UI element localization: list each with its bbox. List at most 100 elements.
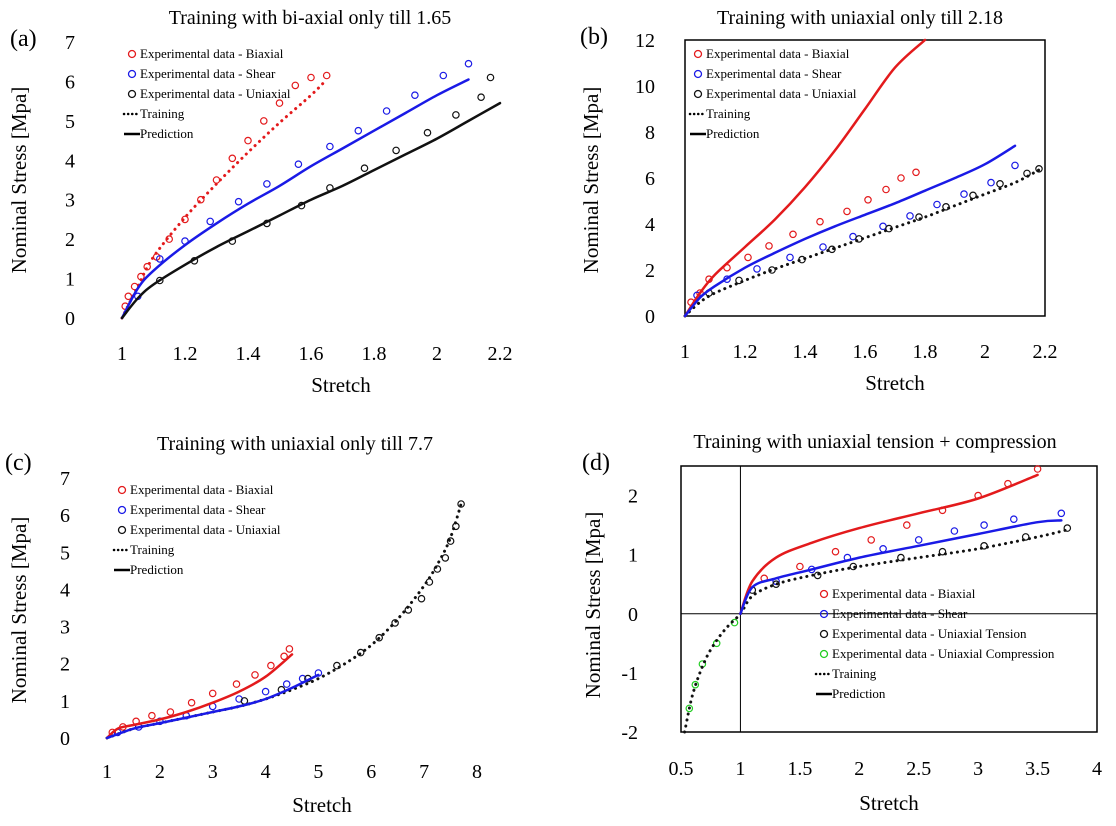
- legend-entry: Experimental data - Biaxial: [706, 46, 850, 61]
- y-tick-label: 3: [60, 617, 70, 639]
- data-point-marker: [464, 59, 473, 68]
- x-tick-label: 1.5: [787, 758, 812, 780]
- series-prediction: [120, 78, 470, 320]
- data-point-marker: [263, 180, 271, 188]
- series-experimental-data-shear: [693, 161, 1019, 300]
- y-tick-label: 10: [635, 76, 655, 98]
- plot-frame: [684, 39, 1046, 317]
- prediction-curve: [105, 673, 320, 740]
- chart-panel-d: (d) Training with uniaxial tension + comp…: [581, 431, 1102, 815]
- data-point-marker: [768, 266, 776, 274]
- data-point-marker: [828, 245, 836, 254]
- data-point-marker: [864, 196, 872, 204]
- panel-label: (d): [582, 450, 610, 476]
- series-experimental-data-uniaxial-tension: [748, 524, 1072, 594]
- data-point-marker: [382, 107, 391, 115]
- data-point-marker: [816, 217, 824, 226]
- legend-swatch-marker: [819, 629, 829, 639]
- data-point-marker: [294, 160, 303, 169]
- data-point-marker: [933, 200, 941, 209]
- legend-entry: Experimental data - Uniaxial: [130, 522, 281, 537]
- y-tick-label: 6: [65, 71, 75, 93]
- data-point-marker: [796, 562, 804, 571]
- data-point-marker: [1035, 165, 1043, 173]
- y-tick-label: 5: [65, 111, 75, 133]
- data-point-marker: [691, 680, 700, 689]
- legend-entry: Experimental data - Uniaxial Tension: [832, 626, 1027, 641]
- data-point-marker: [187, 698, 196, 707]
- data-point-marker: [685, 704, 694, 713]
- data-point-marker: [234, 197, 243, 206]
- data-point-marker: [744, 253, 752, 262]
- x-axis-label: Stretch: [865, 371, 925, 395]
- data-point-marker: [280, 652, 288, 661]
- data-point-marker: [197, 195, 205, 204]
- series-prediction: [105, 673, 320, 740]
- series-experimental-data-shear: [772, 509, 1066, 586]
- data-point-marker: [786, 253, 794, 262]
- data-point-marker: [477, 93, 485, 102]
- data-point-marker: [912, 168, 920, 177]
- x-tick-label: 0.5: [669, 758, 694, 780]
- x-tick-label: 1.6: [299, 343, 324, 365]
- y-tick-label: -1: [621, 663, 638, 685]
- data-point-marker: [867, 536, 876, 544]
- data-point-marker: [156, 255, 164, 263]
- data-point-marker: [1021, 533, 1030, 541]
- x-tick-label: 1: [735, 758, 745, 780]
- data-point-marker: [772, 580, 780, 589]
- x-tick-label: 8: [472, 761, 482, 783]
- x-tick-label: 3: [973, 758, 983, 780]
- data-point-marker: [486, 73, 495, 82]
- data-point-marker: [307, 73, 315, 82]
- y-tick-label: 2: [65, 229, 75, 251]
- y-tick-label: 3: [65, 190, 75, 212]
- x-tick-label: 2.2: [488, 343, 513, 365]
- chart-title: Training with uniaxial tension + compres…: [693, 431, 1056, 453]
- legend-swatch-marker: [117, 485, 127, 495]
- data-point-marker: [1009, 515, 1018, 524]
- x-axis-label: Stretch: [859, 791, 919, 815]
- y-tick-label: 4: [60, 579, 70, 601]
- legend: Experimental data - Biaxial Experimental …: [112, 482, 281, 577]
- prediction-curve: [739, 473, 1039, 616]
- data-point-marker: [259, 117, 268, 125]
- data-point-marker: [423, 128, 432, 137]
- data-point-marker: [275, 99, 284, 107]
- legend-entry: Prediction: [140, 126, 194, 141]
- data-point-marker: [244, 136, 252, 145]
- legend-entry: Training: [130, 542, 175, 557]
- data-point-marker: [457, 500, 465, 508]
- series-training: [120, 78, 329, 320]
- prediction-curve: [120, 101, 502, 320]
- legend-swatch-marker: [693, 49, 703, 59]
- x-tick-label: 2.5: [906, 758, 931, 780]
- legend-entry: Experimental data - Shear: [140, 66, 276, 81]
- legend-entry: Experimental data - Uniaxial Compression: [832, 646, 1055, 661]
- data-point-marker: [1033, 465, 1042, 473]
- series-training: [105, 502, 463, 740]
- data-point-marker: [914, 536, 923, 544]
- x-tick-label: 2.2: [1033, 341, 1058, 363]
- legend: Experimental data - Biaxial Experimental …: [688, 46, 857, 141]
- prediction-curve: [120, 78, 470, 320]
- legend-swatch-marker: [127, 89, 137, 99]
- x-tick-label: 3: [208, 761, 218, 783]
- x-tick-label: 1.8: [913, 341, 938, 363]
- x-axis-label: Stretch: [311, 373, 371, 397]
- legend-entry: Prediction: [832, 686, 886, 701]
- data-point-marker: [285, 645, 294, 653]
- data-point-marker: [322, 71, 331, 80]
- data-point-marker: [831, 547, 840, 556]
- prediction-curve: [683, 38, 927, 318]
- chart-title: Training with uniaxial only till 7.7: [157, 433, 433, 455]
- x-tick-label: 1.2: [733, 341, 758, 363]
- chart-title: Training with bi-axial only till 1.65: [169, 7, 452, 29]
- legend-swatch-marker: [127, 49, 137, 59]
- series-prediction: [683, 38, 927, 318]
- legend-entry: Experimental data - Shear: [832, 606, 968, 621]
- series-prediction: [683, 144, 1017, 318]
- x-axis-label: Stretch: [292, 793, 352, 817]
- series-prediction: [105, 653, 294, 740]
- prediction-curve: [683, 144, 1017, 318]
